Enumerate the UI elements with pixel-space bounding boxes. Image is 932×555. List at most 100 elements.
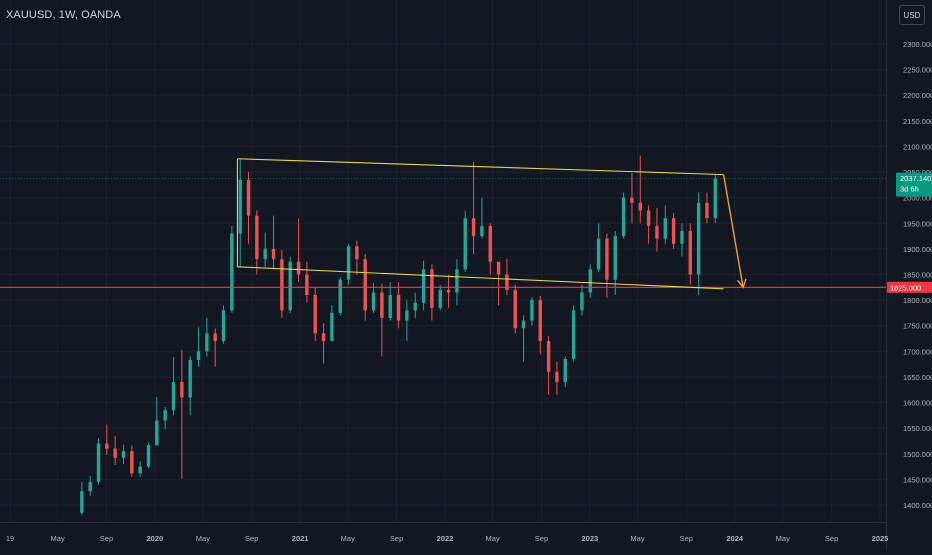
x-tick-label: 19	[6, 534, 14, 543]
lower-trend-line	[237, 266, 724, 290]
candle-body	[321, 333, 326, 342]
candle-body	[121, 451, 126, 458]
candle-body	[430, 269, 434, 308]
candle-body	[288, 261, 292, 311]
y-tick-label: 2200.000	[903, 91, 932, 100]
candle-body	[713, 178, 717, 219]
candle-body	[388, 294, 392, 319]
candle-body	[630, 197, 634, 203]
x-tick-label: 2020	[147, 534, 164, 543]
candle-body	[688, 230, 692, 275]
y-tick-label: 2100.000	[903, 142, 932, 151]
x-tick-label: Sep	[680, 534, 693, 543]
candle-body	[355, 246, 359, 260]
candle-body	[530, 300, 534, 321]
currency-button[interactable]: USD	[899, 5, 925, 25]
candle-body	[446, 289, 451, 293]
x-tick-label: Sep	[245, 534, 258, 543]
candle-body	[105, 443, 109, 449]
support-level-badge	[887, 281, 932, 293]
candle-body	[421, 269, 426, 303]
y-tick-label: 1550.000	[903, 424, 932, 433]
candle-body	[438, 289, 442, 308]
candle-body	[563, 359, 567, 383]
candle-body	[513, 289, 517, 329]
candle-body	[613, 236, 617, 280]
x-tick-label: May	[776, 534, 790, 543]
x-tick-label: 2024	[726, 534, 744, 543]
candle-body	[496, 261, 501, 275]
candle-body	[346, 246, 351, 280]
x-tick-label: Sep	[390, 534, 403, 543]
candle-body	[338, 279, 342, 313]
candle-body	[213, 333, 217, 342]
grid-layer	[0, 0, 886, 522]
candle-body	[638, 202, 642, 211]
candle-body	[680, 230, 684, 244]
y-tick-label: 1900.000	[903, 245, 932, 254]
candle-body	[505, 274, 509, 290]
candle-body	[188, 360, 192, 398]
candle-body	[455, 269, 459, 293]
x-tick-label: May	[196, 534, 210, 543]
y-tick-label: 1700.000	[903, 347, 932, 356]
y-tick-label: 1500.000	[903, 450, 932, 459]
x-tick-label: May	[630, 534, 644, 543]
projection-arrow-shaft	[722, 174, 744, 288]
upper-trend-line	[237, 158, 724, 176]
x-tick-label: Sep	[535, 534, 548, 543]
candle-body	[663, 218, 667, 239]
candle-body	[205, 333, 209, 352]
support-level-label: 1825.000	[890, 283, 921, 292]
candle-body	[363, 259, 367, 311]
candle-body	[163, 410, 167, 421]
candle-body	[246, 179, 251, 216]
x-tick-label: Sep	[825, 534, 838, 543]
candle-body	[380, 292, 384, 319]
candle-body	[571, 310, 576, 360]
candle-body	[271, 248, 276, 260]
candle-body	[255, 215, 259, 260]
x-tick-label: May	[341, 534, 355, 543]
current-price-badge	[896, 172, 932, 197]
candle-body	[555, 371, 559, 383]
x-tick-label: May	[51, 534, 65, 543]
drawing-layer	[0, 158, 886, 290]
candle-body	[405, 310, 409, 321]
candle-body	[330, 312, 334, 342]
candle-body	[705, 202, 709, 219]
candle-body	[238, 179, 242, 234]
y-tick-label: 2000.000	[903, 194, 932, 203]
candle-body	[655, 225, 659, 239]
y-tick-label: 2050.000	[903, 168, 932, 177]
y-tick-label: 2250.000	[903, 66, 932, 75]
candle-body	[671, 218, 676, 244]
x-tick-label: May	[486, 534, 500, 543]
symbol-title: XAUUSD, 1W, OANDA	[6, 9, 121, 21]
candle-body	[580, 292, 584, 311]
y-tick-label: 2300.000	[903, 40, 932, 49]
candle-body	[696, 202, 701, 275]
candle-body	[146, 445, 151, 467]
y-tick-label: 1800.000	[903, 296, 932, 305]
y-tick-label: 1750.000	[903, 322, 932, 331]
candle-body	[605, 238, 609, 280]
candle-body	[313, 294, 317, 334]
candle-body	[413, 302, 417, 311]
projection-arrow-head	[736, 278, 747, 289]
y-tick-label: 1950.000	[903, 219, 932, 228]
candle-body	[538, 300, 542, 342]
x-tick-label: 2023	[582, 534, 599, 543]
current-price-countdown: 3d 6h	[900, 185, 919, 194]
candle-body	[488, 225, 492, 262]
candle-body	[230, 233, 234, 311]
candle-body	[646, 210, 651, 226]
candle-body	[113, 448, 117, 458]
y-tick-label: 1850.000	[903, 271, 932, 280]
x-tick-label: 2025	[872, 534, 889, 543]
candle-body	[471, 218, 476, 237]
candle-body	[280, 259, 284, 311]
